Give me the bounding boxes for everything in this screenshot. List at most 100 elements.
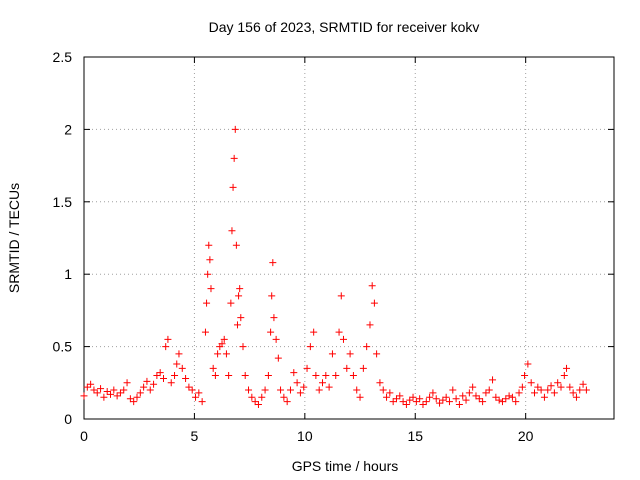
data-point xyxy=(550,389,558,397)
data-point xyxy=(383,393,391,401)
data-point xyxy=(521,372,529,380)
x-axis-label: GPS time / hours xyxy=(292,458,399,474)
data-point xyxy=(277,386,285,394)
data-point xyxy=(239,343,247,351)
data-point xyxy=(113,392,121,400)
data-point xyxy=(209,364,217,372)
data-point xyxy=(328,350,336,358)
data-point xyxy=(245,386,253,394)
data-point xyxy=(498,398,506,406)
data-point xyxy=(479,398,487,406)
data-point xyxy=(315,386,323,394)
data-point xyxy=(508,393,516,401)
data-point xyxy=(156,369,164,377)
x-tick-label: 10 xyxy=(297,428,313,444)
data-point xyxy=(214,350,222,358)
data-point xyxy=(120,386,128,394)
data-point xyxy=(576,386,584,394)
data-point xyxy=(544,386,552,394)
data-point xyxy=(527,379,535,387)
data-point xyxy=(178,364,186,372)
data-point xyxy=(264,372,272,380)
data-point xyxy=(554,379,562,387)
data-point xyxy=(392,395,400,403)
data-point xyxy=(569,389,577,397)
data-point xyxy=(198,398,206,406)
data-point xyxy=(449,386,457,394)
data-point xyxy=(283,398,291,406)
data-point xyxy=(87,380,95,388)
data-point xyxy=(97,385,105,393)
data-point xyxy=(188,386,196,394)
data-point xyxy=(459,392,467,400)
y-tick-label: 1.5 xyxy=(53,194,73,210)
data-point xyxy=(439,396,447,404)
data-point xyxy=(146,386,154,394)
data-point xyxy=(452,395,460,403)
y-axis-label: SRMTID / TECUs xyxy=(6,183,22,293)
data-point xyxy=(225,372,233,380)
data-point xyxy=(272,335,280,343)
data-point xyxy=(547,382,555,390)
data-point xyxy=(126,395,134,403)
data-point xyxy=(173,360,181,368)
data-point xyxy=(171,372,179,380)
data-point xyxy=(432,395,440,403)
data-point xyxy=(366,321,374,329)
data-point xyxy=(237,314,245,322)
data-point xyxy=(220,335,228,343)
data-point xyxy=(258,393,266,401)
data-point xyxy=(107,390,114,398)
y-tick-label: 0.5 xyxy=(53,339,73,355)
data-point xyxy=(349,372,357,380)
x-tick-label: 5 xyxy=(191,428,199,444)
data-point xyxy=(396,392,404,400)
data-point xyxy=(412,398,420,406)
data-point xyxy=(475,395,483,403)
data-point xyxy=(80,392,88,400)
data-point xyxy=(160,374,167,382)
data-point xyxy=(207,285,215,293)
data-point xyxy=(465,389,473,397)
data-point xyxy=(436,399,444,407)
data-point xyxy=(343,364,351,372)
data-point xyxy=(90,386,98,394)
data-point xyxy=(143,377,151,385)
data-point xyxy=(203,299,211,307)
data-point xyxy=(232,241,240,249)
data-point xyxy=(241,372,249,380)
data-point xyxy=(489,376,497,384)
data-point xyxy=(235,292,243,300)
data-point xyxy=(130,398,138,406)
data-point xyxy=(100,393,108,401)
data-point xyxy=(201,328,209,336)
y-tick-label: 2 xyxy=(64,121,72,137)
data-point xyxy=(337,292,345,300)
data-point xyxy=(110,386,118,394)
data-point xyxy=(502,395,510,403)
data-point xyxy=(222,350,230,358)
data-point xyxy=(353,386,361,394)
plot-frame xyxy=(83,56,615,420)
data-point xyxy=(116,389,124,397)
data-point xyxy=(280,393,288,401)
data-point xyxy=(269,259,277,267)
data-point xyxy=(218,340,226,348)
data-point xyxy=(560,372,568,380)
data-point xyxy=(261,386,269,394)
data-point xyxy=(136,389,144,397)
x-tick-label: 0 xyxy=(80,428,88,444)
data-point xyxy=(557,383,565,391)
data-point xyxy=(164,335,172,343)
data-point xyxy=(335,328,343,336)
data-point xyxy=(416,395,424,403)
data-point xyxy=(462,396,470,404)
data-point xyxy=(310,328,318,336)
data-point xyxy=(195,389,203,397)
data-point xyxy=(389,398,397,406)
data-point xyxy=(229,183,237,191)
data-point xyxy=(359,364,367,372)
data-point xyxy=(227,299,235,307)
x-tick-label: 20 xyxy=(518,428,534,444)
